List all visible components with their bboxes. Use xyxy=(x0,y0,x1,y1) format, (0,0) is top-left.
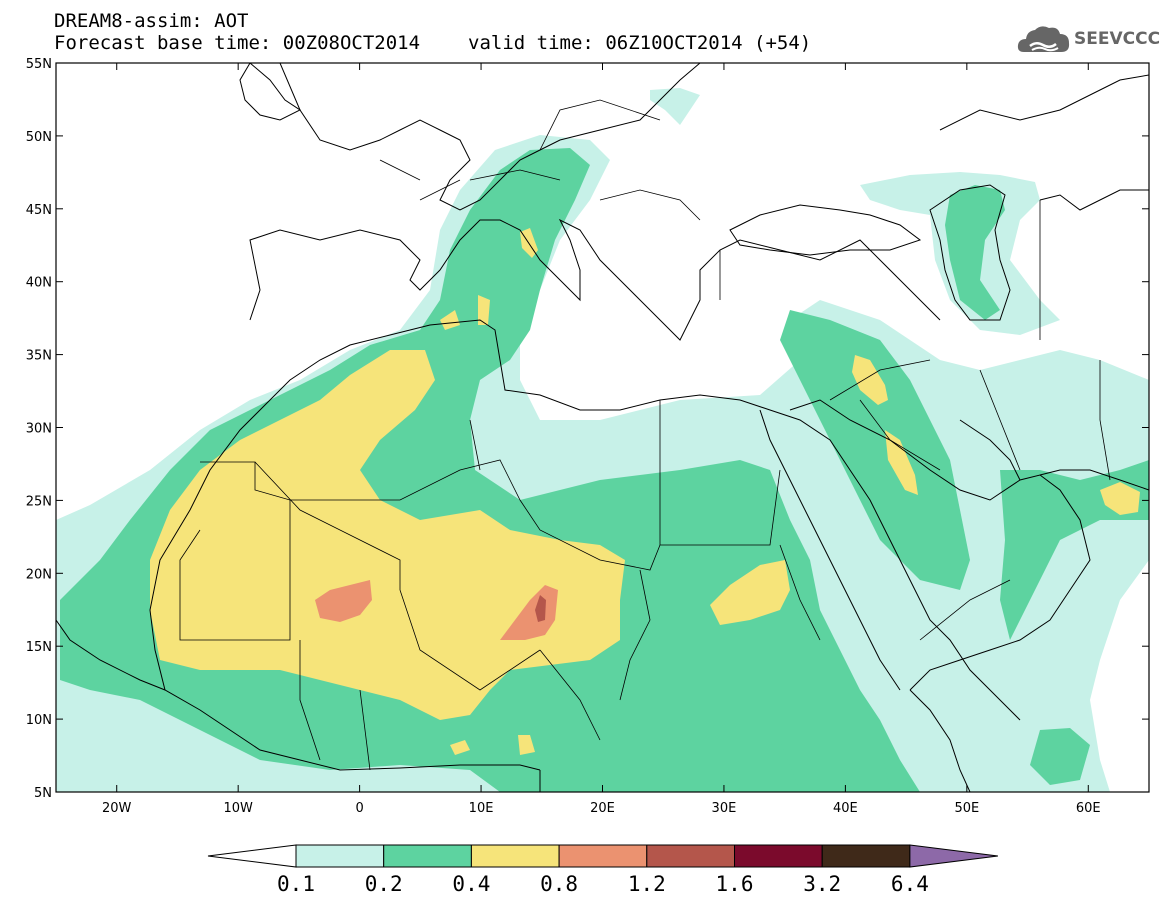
lat-tick-label: 20N xyxy=(26,567,52,582)
colorbar-low-end xyxy=(207,844,297,868)
lat-tick-label: 35N xyxy=(26,349,52,364)
horn-coast xyxy=(909,689,971,792)
aot-band-0-4 xyxy=(150,350,625,720)
aot-field xyxy=(56,88,1149,792)
red-sea-coast xyxy=(759,409,901,691)
aot-band-1-2-chad xyxy=(535,595,546,622)
africa-coast xyxy=(56,619,541,792)
aot-band-0-2-horn xyxy=(780,640,890,790)
colorbar-bin xyxy=(295,844,385,868)
lon-tick-label: 20W xyxy=(102,801,132,816)
aot-band-0-2-east xyxy=(780,310,970,590)
colorbar-level-label: 0.1 xyxy=(277,872,315,896)
lat-tick-label: 45N xyxy=(26,203,52,218)
caucasus-east xyxy=(939,74,1149,211)
map-subtitle: Forecast base time: 00Z08OCT2014 valid ti… xyxy=(54,32,811,54)
lon-tick-label: 20E xyxy=(590,801,615,816)
lon-tick-label: 0 xyxy=(355,801,363,816)
colorbar-level-label: 6.4 xyxy=(891,872,929,896)
aot-band-0-4-iraq2 xyxy=(885,430,918,495)
logo-text: SEEVCCC xyxy=(1074,29,1161,49)
lat-tick-label: 25N xyxy=(26,494,52,509)
lat-tick-label: 50N xyxy=(26,130,52,145)
colorbar-level-label: 0.4 xyxy=(452,872,490,896)
aot-band-0-4-iraq1 xyxy=(852,355,888,405)
cloud-icon xyxy=(1017,26,1070,52)
aot-band-0-4-gulf xyxy=(1100,482,1140,515)
lon-tick-label: 30E xyxy=(712,801,737,816)
colorbar: 0.1 0.2 0.4 0.8 1.2 1.6 3.2 6.4 xyxy=(207,844,998,896)
longitude-ticks: 20W 10W 0 10E 20E 30E 40E 50E 60E xyxy=(102,63,1101,816)
seevccc-logo: SEEVCCC xyxy=(1016,22,1160,58)
colorbar-bin xyxy=(821,844,911,868)
colorbar-bin xyxy=(383,844,472,868)
colorbar-bin xyxy=(558,844,648,868)
lon-tick-label: 40E xyxy=(833,801,858,816)
lat-tick-label: 15N xyxy=(26,640,52,655)
gulf-coast xyxy=(959,419,1149,491)
north-europe xyxy=(279,63,701,211)
valid-time-label: valid time: 06Z10OCT2014 (+54) xyxy=(468,32,812,54)
aot-band-0-4-nile xyxy=(710,560,790,625)
base-time-label: Forecast base time: 00Z08OCT2014 xyxy=(54,32,421,54)
colorbar-bin xyxy=(646,844,735,868)
lat-tick-label: 55N xyxy=(26,57,52,72)
colorbar-bin xyxy=(734,844,823,868)
lat-tick-label: 40N xyxy=(26,276,52,291)
lon-tick-label: 10W xyxy=(223,801,253,816)
latitude-ticks: 55N 50N 45N 40N 35N 30N 25N 20N 15N 10N 5N xyxy=(26,57,1149,801)
border-lines xyxy=(179,99,1111,771)
colorbar-level-label: 1.2 xyxy=(628,872,666,896)
lon-tick-label: 50E xyxy=(954,801,979,816)
aot-band-0-2-ocean xyxy=(1030,728,1090,785)
colorbar-high-end xyxy=(909,844,998,868)
colorbar-level-label: 1.6 xyxy=(716,872,754,896)
nw-africa-coast xyxy=(149,319,1021,721)
caspian-coast xyxy=(929,184,1011,321)
aot-band-0-4-tunisia xyxy=(440,295,490,330)
black-sea-coast xyxy=(729,204,922,256)
colorbar-bin xyxy=(470,844,560,868)
europe-coast xyxy=(249,218,941,341)
colorbar-level-label: 0.2 xyxy=(365,872,403,896)
lon-tick-label: 10E xyxy=(469,801,494,816)
lat-tick-label: 10N xyxy=(26,713,52,728)
coastlines xyxy=(56,63,1149,792)
lat-tick-label: 5N xyxy=(34,786,52,801)
lon-tick-label: 60E xyxy=(1076,801,1101,816)
aot-band-0-4-south xyxy=(450,735,535,755)
colorbar-level-label: 3.2 xyxy=(803,872,841,896)
colorbar-level-label: 0.8 xyxy=(540,872,578,896)
aot-band-0-8-mali xyxy=(315,580,372,622)
lat-tick-label: 30N xyxy=(26,422,52,437)
uk-coast xyxy=(239,63,301,121)
borders xyxy=(179,99,1111,771)
aot-band-0-2-caspian xyxy=(945,185,1005,320)
map-title: DREAM8-assim: AOT xyxy=(54,10,249,32)
